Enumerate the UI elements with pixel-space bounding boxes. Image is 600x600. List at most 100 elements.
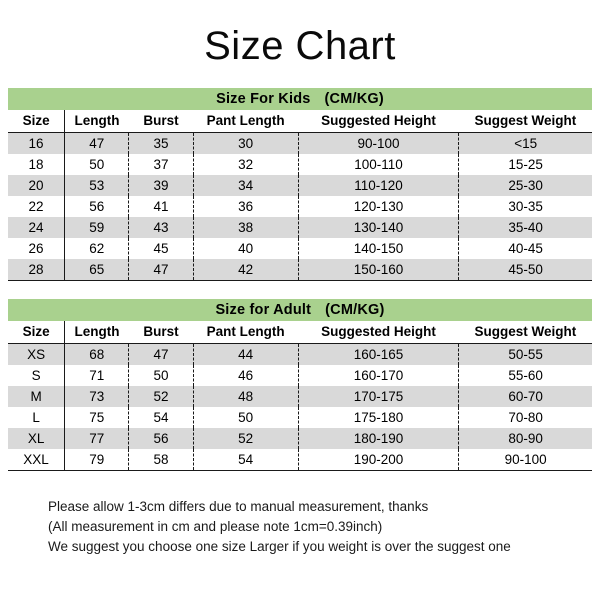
adult-table-body: XS 68 47 44 160-165 50-55 S 71 50 46 160-170 55-60 M… xyxy=(8,343,592,471)
cell-size: 22 xyxy=(8,196,66,217)
table-row: XL 77 56 52 180-190 80-90 xyxy=(8,428,592,449)
cell-suggest-weight: 35-40 xyxy=(458,217,592,238)
cell-burst: 56 xyxy=(128,428,194,449)
cell-burst: 39 xyxy=(128,175,194,196)
cell-suggest-weight: 30-35 xyxy=(508,199,543,214)
cell-size: L xyxy=(8,407,66,428)
kids-table-head: Size Length Burst Pant Length Suggested … xyxy=(8,110,592,133)
column-header-size: Size xyxy=(8,321,66,344)
cell-pant-length: 32 xyxy=(193,154,299,175)
cell-suggest-weight: 60-70 xyxy=(458,386,592,407)
cell-pant-length: 40 xyxy=(193,238,299,259)
cell-burst: 47 xyxy=(128,259,194,281)
column-header-pant-length: Pant Length xyxy=(193,110,299,133)
column-header-burst: Burst xyxy=(128,110,194,133)
note-line-3: We suggest you choose one size Larger if… xyxy=(48,539,511,554)
cell-pant-length: 30 xyxy=(193,132,299,154)
cell-suggested-height: 120-130 xyxy=(298,196,460,217)
cell-suggested-height: 175-180 xyxy=(298,407,460,428)
cell-size: M xyxy=(8,386,66,407)
cell-burst: 45 xyxy=(128,238,194,259)
kids-banner-label: Size For Kids xyxy=(216,91,311,107)
cell-suggested-height: 140-150 xyxy=(298,238,460,259)
cell-burst: 37 xyxy=(128,154,194,175)
cell-suggested-height: 100-110 xyxy=(298,154,460,175)
cell-suggested-height: 180-190 xyxy=(298,428,460,449)
adult-table-head: Size Length Burst Pant Length Suggested … xyxy=(8,321,592,344)
measurement-notes: Please allow 1-3cm differs due to manual… xyxy=(0,497,600,557)
cell-burst: 41 xyxy=(128,196,194,217)
cell-suggested-height: 130-140 xyxy=(298,217,460,238)
cell-suggested-height: 170-175 xyxy=(298,386,460,407)
kids-header-row: Size Length Burst Pant Length Suggested … xyxy=(8,110,592,133)
cell-length: 71 xyxy=(64,365,130,386)
cell-suggested-height: 190-200 xyxy=(298,449,460,471)
cell-size: XS xyxy=(8,343,66,365)
table-row: 22 56 41 36 120-130 30-35 xyxy=(8,196,592,217)
cell-suggest-weight: 70-80 xyxy=(508,410,543,425)
adult-size-table: Size Length Burst Pant Length Suggested … xyxy=(8,321,592,471)
cell-length: 73 xyxy=(64,386,130,407)
column-header-suggest-weight: Suggest Weight xyxy=(458,321,592,344)
table-row: 24 59 43 38 130-140 35-40 xyxy=(8,217,592,238)
cell-burst: 35 xyxy=(128,132,194,154)
cell-length: 77 xyxy=(64,428,130,449)
cell-size: 18 xyxy=(8,154,66,175)
table-row: 28 65 47 42 150-160 45-50 xyxy=(8,259,592,281)
note-line-1: Please allow 1-3cm differs due to manual… xyxy=(48,499,429,514)
cell-length: 53 xyxy=(64,175,130,196)
cell-suggest-weight: 45-50 xyxy=(458,259,592,281)
cell-suggest-weight: 25-30 xyxy=(458,175,592,196)
cell-size: XL xyxy=(8,428,66,449)
column-header-suggested-height: Suggested Height xyxy=(298,321,459,344)
table-row: 26 62 45 40 140-150 40-45 xyxy=(8,238,592,259)
column-header-pant-length: Pant Length xyxy=(193,321,299,344)
cell-length: 56 xyxy=(64,196,130,217)
note-line-2: (All measurement in cm and please note 1… xyxy=(48,519,383,534)
kids-banner-unit: (CM/KG) xyxy=(324,91,384,107)
cell-suggested-height: 160-165 xyxy=(298,343,460,365)
cell-suggest-weight: 90-100 xyxy=(458,449,592,471)
cell-length: 62 xyxy=(64,238,130,259)
cell-length: 59 xyxy=(64,217,130,238)
column-header-length: Length xyxy=(64,110,129,133)
column-header-size: Size xyxy=(8,110,66,133)
page-title: Size Chart xyxy=(204,24,396,68)
cell-suggested-height: 110-120 xyxy=(298,175,460,196)
cell-pant-length: 46 xyxy=(193,365,299,386)
cell-suggested-height: 150-160 xyxy=(298,259,460,281)
cell-pant-length: 50 xyxy=(193,407,299,428)
cell-pant-length: 42 xyxy=(193,259,299,281)
cell-pant-length: 34 xyxy=(193,175,299,196)
cell-length: 68 xyxy=(64,343,130,365)
cell-pant-length: 38 xyxy=(193,217,299,238)
cell-pant-length: 54 xyxy=(193,449,299,471)
cell-burst: 58 xyxy=(128,449,194,471)
adult-header-row: Size Length Burst Pant Length Suggested … xyxy=(8,321,592,344)
adult-banner-unit: (CM/KG) xyxy=(325,302,385,318)
cell-burst: 43 xyxy=(128,217,194,238)
cell-burst: 50 xyxy=(128,365,194,386)
table-row: L 75 54 50 175-180 70-80 xyxy=(8,407,592,428)
column-header-suggested-height: Suggested Height xyxy=(298,110,459,133)
cell-burst: 54 xyxy=(128,407,194,428)
cell-size: XXL xyxy=(8,449,66,471)
cell-suggest-weight: 55-60 xyxy=(508,368,543,383)
table-row: 18 50 37 32 100-110 15-25 xyxy=(8,154,592,175)
table-row: 20 53 39 34 110-120 25-30 xyxy=(8,175,592,196)
kids-table-banner: Size For Kids (CM/KG) xyxy=(8,88,592,110)
cell-length: 47 xyxy=(64,132,130,154)
cell-suggest-weight: <15 xyxy=(458,132,592,154)
cell-length: 50 xyxy=(64,154,130,175)
cell-size: S xyxy=(8,365,66,386)
cell-pant-length: 52 xyxy=(193,428,299,449)
table-row: M 73 52 48 170-175 60-70 xyxy=(8,386,592,407)
cell-pant-length: 48 xyxy=(193,386,299,407)
cell-suggest-weight: 15-25 xyxy=(508,157,543,172)
cell-burst: 52 xyxy=(128,386,194,407)
cell-burst: 47 xyxy=(128,343,194,365)
cell-size: 16 xyxy=(8,132,66,154)
table-row: XS 68 47 44 160-165 50-55 xyxy=(8,343,592,365)
table-row: XXL 79 58 54 190-200 90-100 xyxy=(8,449,592,471)
